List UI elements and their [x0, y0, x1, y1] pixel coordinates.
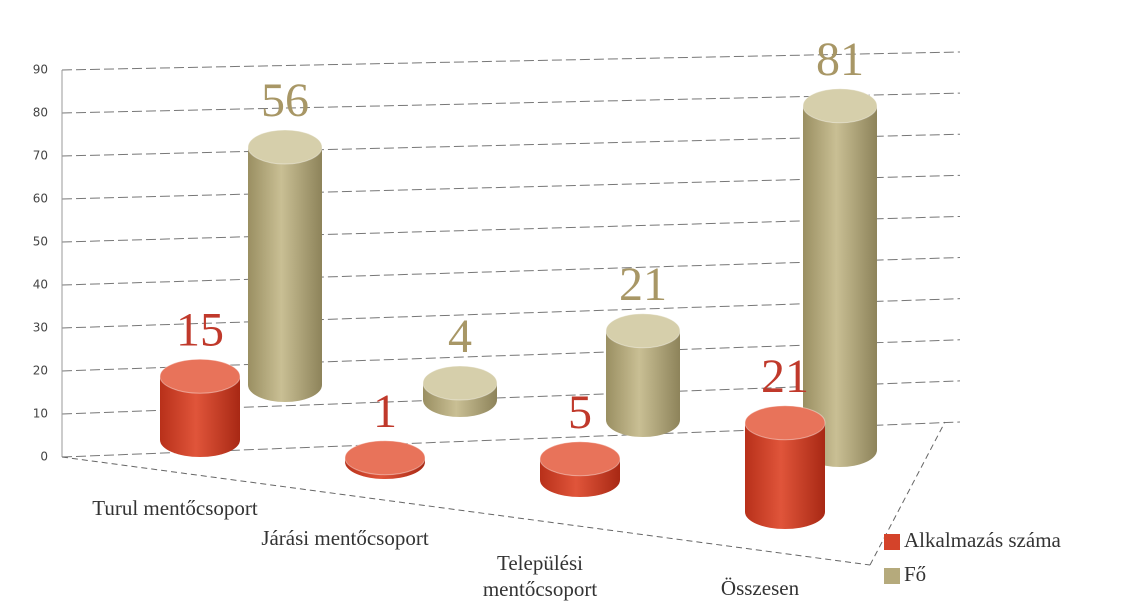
- x-tick-label: Összesen: [720, 576, 800, 600]
- cylinder: [160, 376, 240, 457]
- y-tick-label: 10: [33, 407, 48, 421]
- cylinder-top: [247, 129, 323, 165]
- cylinder-top: [744, 405, 826, 441]
- value-label: 15: [176, 303, 224, 356]
- x-tick-label: Települési mentőcsoport: [482, 551, 598, 601]
- y-tick-label: 70: [33, 149, 48, 163]
- floor-edge: [869, 421, 946, 566]
- cylinder-top: [422, 365, 498, 401]
- value-label: 21: [619, 258, 667, 311]
- cylinder-top: [539, 441, 621, 477]
- y-tick-label: 0: [40, 450, 48, 464]
- cylinder-top: [159, 358, 241, 394]
- cylinder: [745, 422, 825, 529]
- x-tick-label: Járási mentőcsoport: [261, 526, 429, 550]
- x-tick-label: Turul mentőcsoport: [92, 496, 258, 520]
- value-label: 56: [261, 74, 309, 127]
- value-label: 5: [568, 386, 592, 439]
- y-tick-label: 60: [33, 192, 48, 206]
- legend-swatch: [884, 568, 900, 584]
- y-tick-label: 90: [33, 63, 48, 77]
- legend-swatch: [884, 534, 900, 550]
- y-tick-label: 20: [33, 364, 48, 378]
- cylinder: [606, 330, 680, 437]
- floor-edge: [61, 456, 871, 566]
- y-tick-label: 80: [33, 106, 48, 120]
- cylinder-top: [802, 88, 878, 124]
- cylinder-top: [605, 313, 681, 349]
- value-label: 1: [373, 385, 397, 438]
- y-tick-label: 30: [33, 321, 48, 335]
- value-label: 81: [816, 33, 864, 86]
- value-label: 21: [761, 350, 809, 403]
- cylinder: [248, 147, 322, 402]
- grid-line: [61, 51, 961, 71]
- y-tick-label: 40: [33, 278, 48, 292]
- legend-label: Alkalmazás száma: [904, 528, 1062, 552]
- legend-label: Fő: [904, 562, 926, 586]
- cylinder-top: [344, 440, 426, 476]
- cylinder: [803, 105, 877, 467]
- value-label: 4: [448, 310, 472, 363]
- y-tick-label: 50: [33, 235, 48, 249]
